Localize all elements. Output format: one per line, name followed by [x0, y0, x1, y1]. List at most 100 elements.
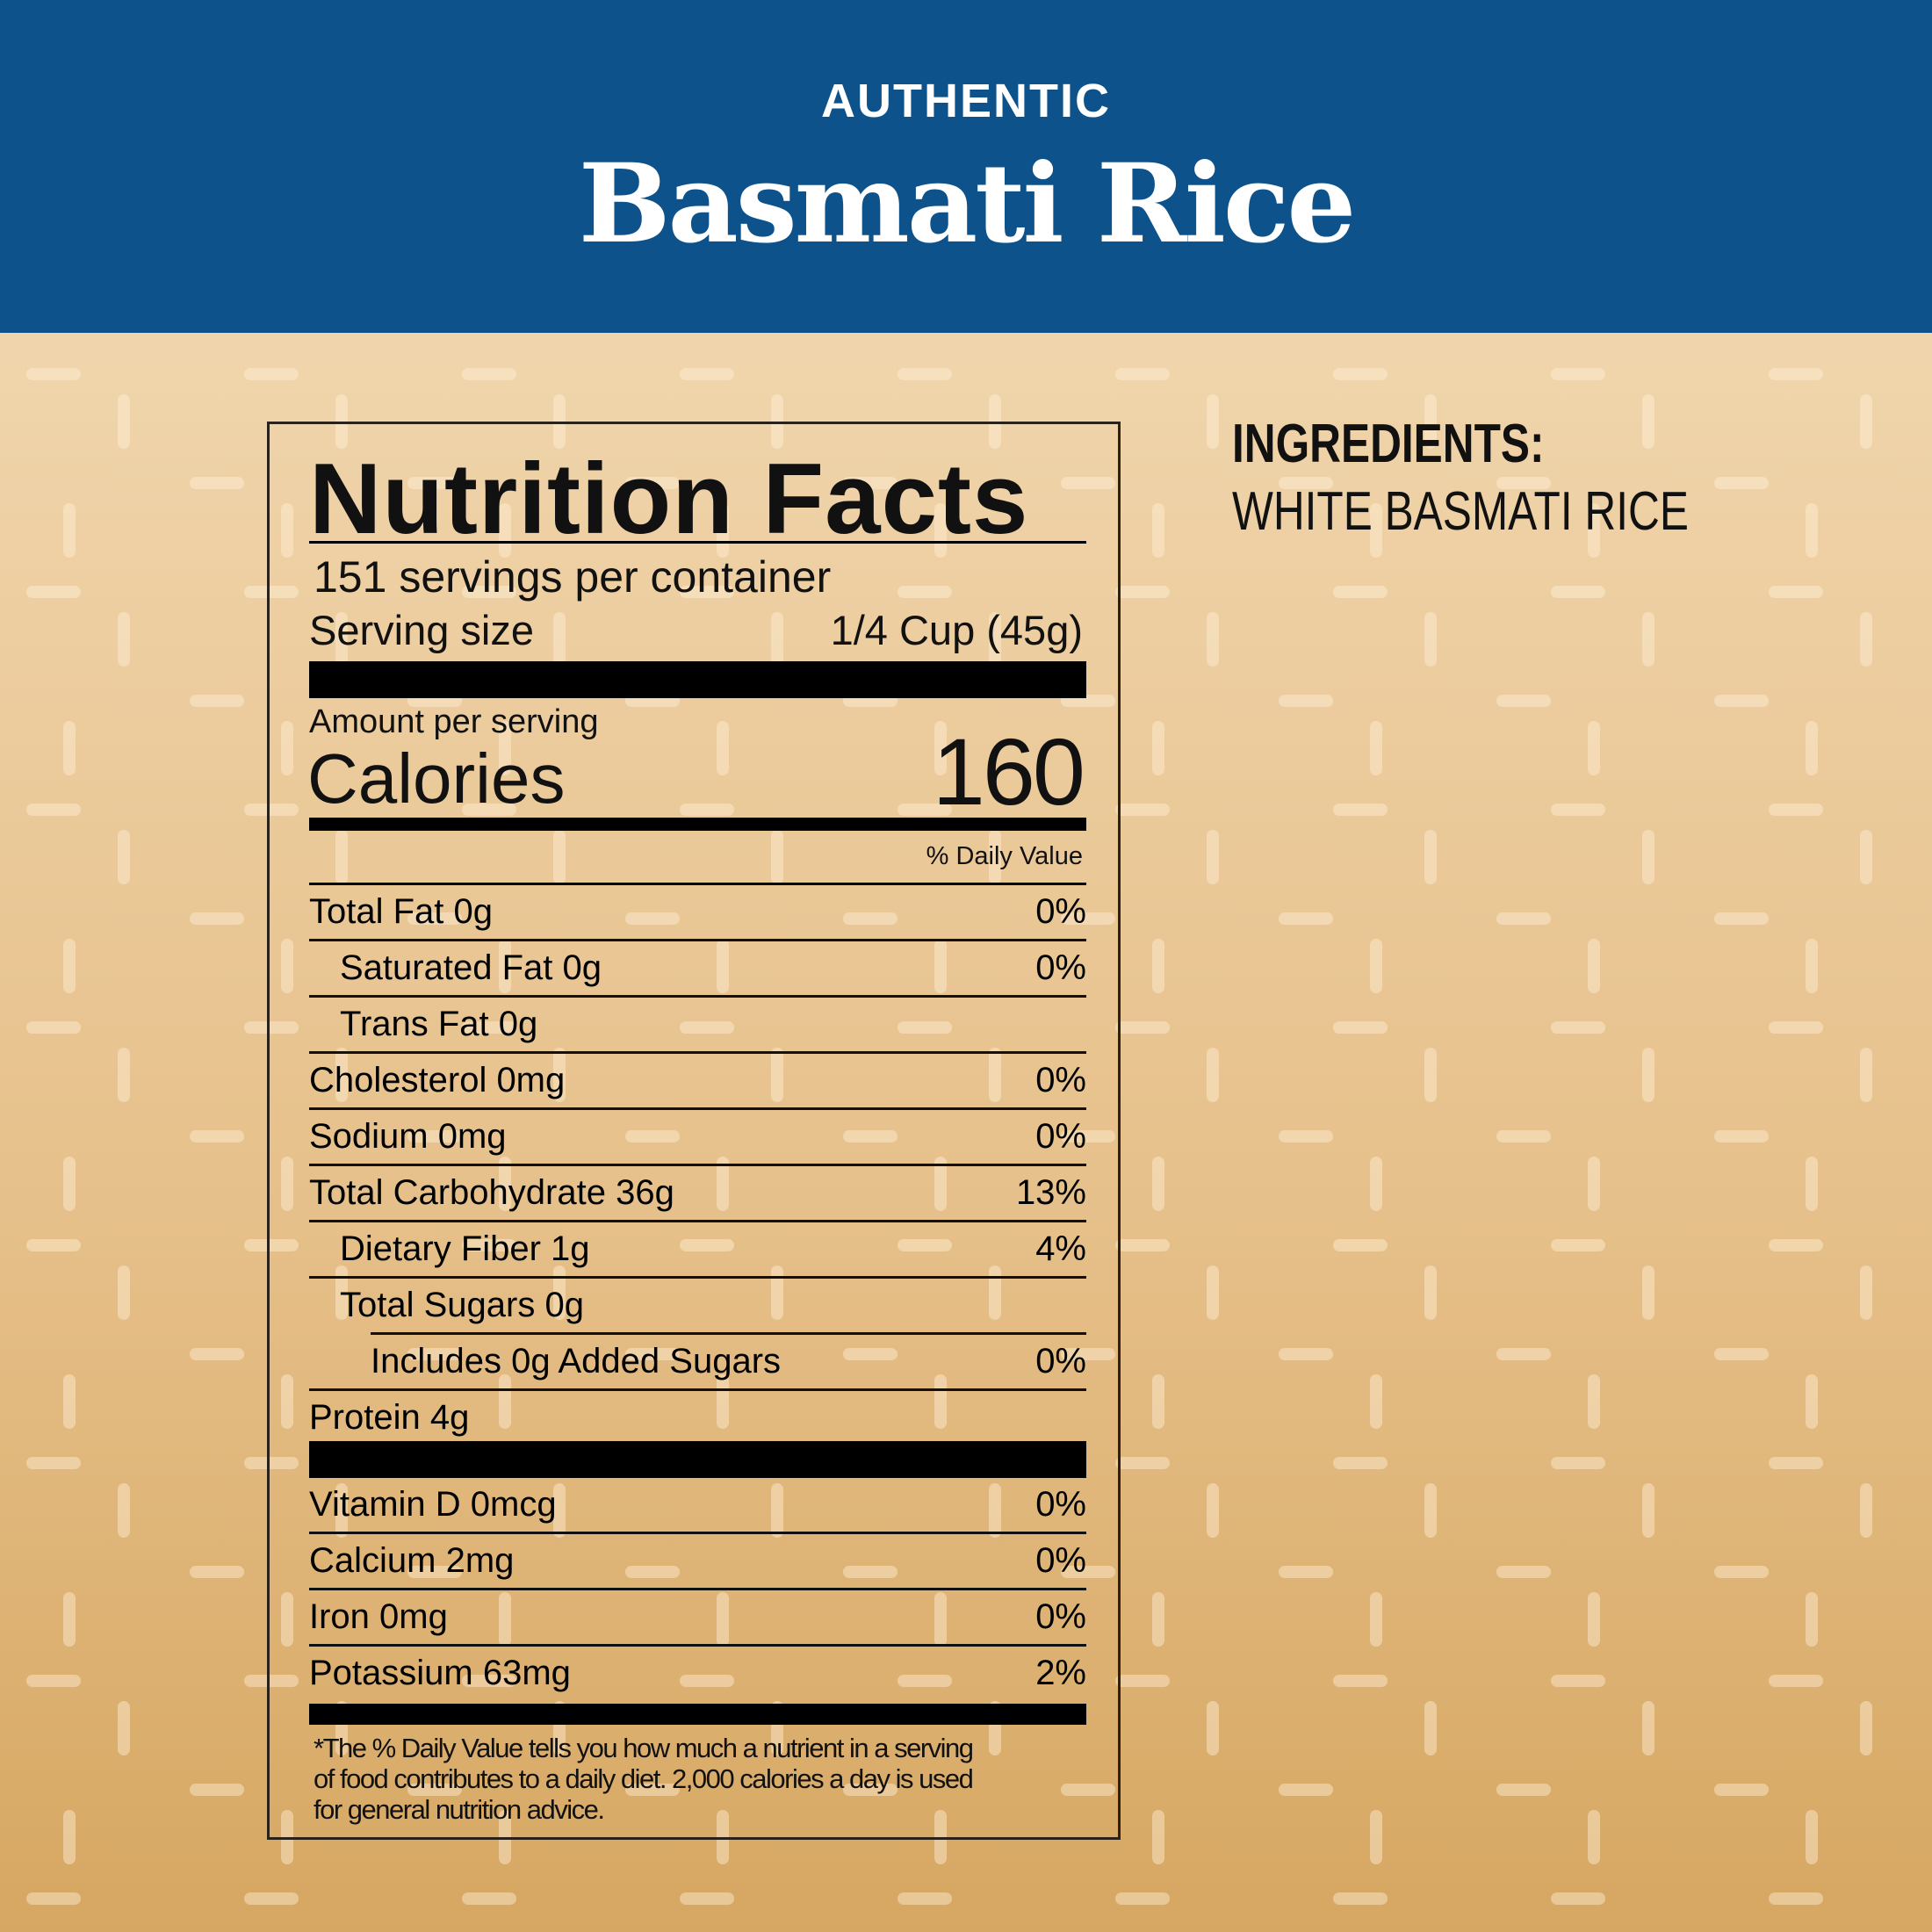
- rice-grain-mark: [898, 1239, 952, 1251]
- rice-grain-mark: [190, 1784, 244, 1796]
- rice-grain-mark: [1769, 1675, 1823, 1687]
- rice-grain-mark: [1551, 368, 1605, 380]
- rice-grain-mark: [1061, 1784, 1115, 1796]
- rice-grain-mark: [771, 1048, 783, 1102]
- nutrient-daily-value: 2%: [1035, 1654, 1086, 1692]
- rice-grain-mark: [1370, 503, 1382, 558]
- rice-grain-mark: [680, 1675, 734, 1687]
- nutrient-row: Includes 0g Added Sugars 0%: [309, 1335, 1086, 1391]
- rice-grain-mark: [63, 1592, 76, 1647]
- nutrient-name: Trans Fat 0g: [340, 1005, 538, 1043]
- rice-grain-mark: [244, 1457, 299, 1469]
- nutrient-row: Protein 4g: [309, 1391, 1086, 1447]
- rice-grain-mark: [244, 1892, 299, 1905]
- rice-grain-mark: [1806, 939, 1818, 993]
- nutrient-name: Calcium 2mg: [309, 1541, 515, 1580]
- thick-divider: [309, 661, 1086, 698]
- rice-grain-mark: [1370, 1374, 1382, 1429]
- rice-grain-mark: [462, 804, 516, 816]
- rice-grain-mark: [1769, 368, 1823, 380]
- nutrient-row: Calcium 2mg 0%: [309, 1534, 1086, 1590]
- rice-grain-mark: [1769, 1457, 1823, 1469]
- rice-grain-mark: [1424, 1048, 1437, 1102]
- rice-grain-mark: [118, 1265, 130, 1320]
- rice-grain-mark: [244, 804, 299, 816]
- rice-grain-mark: [281, 939, 293, 993]
- product-title: Basmati Rice: [578, 141, 1357, 268]
- nutrient-daily-value: 13%: [1015, 1173, 1086, 1212]
- rice-grain-mark: [118, 394, 130, 449]
- rice-grain-mark: [1424, 394, 1437, 449]
- rice-grain-mark: [1424, 1701, 1437, 1755]
- serving-size-value: 1/4 Cup (45g): [830, 607, 1083, 653]
- rice-grain-mark: [1370, 1592, 1382, 1647]
- rice-grain-mark: [26, 368, 81, 380]
- rice-grain-mark: [1551, 1021, 1605, 1034]
- rice-grain-mark: [1588, 1592, 1600, 1647]
- rice-grain-mark: [1207, 612, 1219, 667]
- rice-grain-mark: [1496, 477, 1551, 489]
- rice-grain-mark: [989, 612, 1001, 667]
- rice-grain-mark: [118, 1483, 130, 1538]
- rice-grain-mark: [1152, 503, 1164, 558]
- rice-grain-mark: [281, 1157, 293, 1211]
- rice-grain-mark: [1333, 804, 1388, 816]
- rice-grain-mark: [1333, 368, 1388, 380]
- rice-grain-mark: [934, 1592, 947, 1647]
- rice-grain-mark: [1551, 804, 1605, 816]
- rice-grain-mark: [1588, 939, 1600, 993]
- rice-grain-mark: [1588, 503, 1600, 558]
- rice-grain-mark: [771, 612, 783, 667]
- nutrient-daily-value: 0%: [1035, 1541, 1086, 1580]
- rice-grain-mark: [553, 612, 566, 667]
- rice-grain-mark: [1115, 368, 1170, 380]
- thick-divider: [309, 1441, 1086, 1478]
- rice-grain-mark: [1806, 1157, 1818, 1211]
- divider: [371, 1332, 1086, 1335]
- rice-grain-mark: [1496, 1784, 1551, 1796]
- rice-grain-mark: [1551, 1239, 1605, 1251]
- rice-grain-mark: [1860, 394, 1872, 449]
- nutrient-daily-value: 0%: [1035, 948, 1086, 987]
- rice-grain-mark: [1424, 1483, 1437, 1538]
- servings-per-container: 151 servings per container: [314, 552, 832, 602]
- rice-grain-mark: [1806, 721, 1818, 775]
- rice-grain-mark: [625, 1348, 680, 1360]
- rice-grain-mark: [771, 1483, 783, 1538]
- rice-grain-mark: [1061, 912, 1115, 925]
- rice-grain-mark: [771, 1265, 783, 1320]
- rice-grain-mark: [1333, 1675, 1388, 1687]
- rice-grain-mark: [553, 830, 566, 884]
- rice-grain-mark: [1115, 1675, 1170, 1687]
- rice-grain-mark: [1424, 830, 1437, 884]
- nutrient-row: Total Sugars 0g: [309, 1279, 1086, 1335]
- rice-grain-mark: [499, 503, 511, 558]
- rice-grain-mark: [26, 1892, 81, 1905]
- rice-grain-mark: [717, 503, 729, 558]
- rice-grain-mark: [499, 1374, 511, 1429]
- rice-grain-mark: [26, 1457, 81, 1469]
- rice-grain-mark: [1714, 1784, 1769, 1796]
- daily-value-header: % Daily Value: [926, 842, 1083, 870]
- nutrient-name: Potassium 63mg: [309, 1654, 571, 1692]
- rice-grain-mark: [1769, 1892, 1823, 1905]
- rice-grain-mark: [1860, 1483, 1872, 1538]
- rice-grain-mark: [989, 1048, 1001, 1102]
- rice-grain-mark: [499, 939, 511, 993]
- rice-grain-mark: [244, 586, 299, 598]
- rice-grain-mark: [1551, 1892, 1605, 1905]
- rice-grain-mark: [499, 721, 511, 775]
- rice-grain-mark: [190, 912, 244, 925]
- rice-grain-mark: [118, 1701, 130, 1755]
- nutrient-daily-value: 0%: [1035, 1061, 1086, 1099]
- medium-divider: [309, 818, 1086, 831]
- rice-grain-mark: [1714, 1130, 1769, 1143]
- nutrient-name: Total Fat 0g: [309, 892, 494, 931]
- rice-grain-mark: [1769, 586, 1823, 598]
- rice-grain-mark: [625, 477, 680, 489]
- rice-grain-mark: [1207, 1483, 1219, 1538]
- rice-grain-mark: [553, 1048, 566, 1102]
- rice-grain-mark: [1115, 1021, 1170, 1034]
- nutrition-facts-label: Nutrition Facts 151 servings per contain…: [267, 422, 1121, 1840]
- rice-grain-mark: [1806, 1374, 1818, 1429]
